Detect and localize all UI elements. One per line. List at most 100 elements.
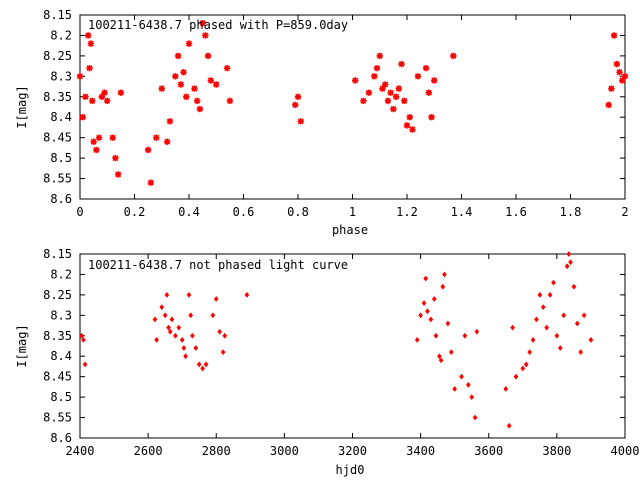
phased-y-axis-label: I[mag] <box>15 85 29 128</box>
data-point <box>431 295 437 302</box>
data-point <box>164 291 170 298</box>
data-point <box>213 295 219 302</box>
y-tick-label: 8.15 <box>43 247 72 261</box>
data-point <box>581 312 587 319</box>
data-point <box>169 316 175 323</box>
data-point <box>568 259 573 266</box>
data-point <box>398 60 405 68</box>
x-tick-label: 1 <box>349 205 356 219</box>
data-point <box>547 291 553 298</box>
y-tick-label: 8.45 <box>43 131 72 145</box>
data-point <box>244 291 250 298</box>
data-point <box>352 77 359 84</box>
data-point <box>203 361 209 368</box>
data-point <box>503 385 509 392</box>
data-point <box>384 97 392 105</box>
y-tick-label: 8.35 <box>43 90 72 104</box>
x-tick-label: 1.6 <box>505 205 527 219</box>
unphased-x-axis: 2400 2600 2800 3000 3200 3400 3600 3800 4000 <box>66 254 639 458</box>
data-point <box>574 320 580 327</box>
data-point <box>164 138 171 145</box>
data-point <box>469 394 475 401</box>
data-point <box>196 361 202 368</box>
data-point <box>207 77 214 84</box>
data-point <box>183 353 188 360</box>
data-point <box>621 73 629 80</box>
data-point <box>191 85 198 92</box>
x-tick-label: 2400 <box>66 444 95 458</box>
data-point <box>213 81 220 88</box>
data-point <box>98 93 105 100</box>
data-point <box>520 365 526 372</box>
x-tick-label: 0 <box>76 205 83 219</box>
data-point <box>414 336 420 343</box>
data-point <box>95 134 103 141</box>
data-point <box>220 349 226 356</box>
data-point <box>506 422 512 429</box>
data-point <box>101 89 108 96</box>
y-tick-label: 8.45 <box>43 370 72 384</box>
data-point <box>425 89 432 96</box>
data-point <box>540 304 546 311</box>
unphased-panel: 2400 2600 2800 3000 3200 3400 3600 3800 4000 8.1… <box>15 247 639 477</box>
x-tick-label: 0.4 <box>178 205 200 219</box>
x-tick-label: 3600 <box>474 444 503 458</box>
data-point <box>428 114 435 121</box>
data-point <box>159 304 165 311</box>
unphased-y-axis-label: I[mag] <box>15 324 29 367</box>
data-point <box>428 316 434 323</box>
data-point <box>513 373 519 380</box>
data-point <box>534 316 539 323</box>
data-point <box>561 312 567 319</box>
data-point <box>104 97 111 105</box>
data-point <box>619 77 626 84</box>
data-point <box>523 361 529 368</box>
data-point <box>147 179 155 186</box>
data-point <box>292 101 299 109</box>
y-tick-label: 8.2 <box>50 28 72 42</box>
data-point <box>387 89 394 96</box>
data-point <box>166 118 174 125</box>
y-tick-label: 8.5 <box>50 390 72 404</box>
data-point <box>537 291 543 298</box>
x-tick-label: 0.2 <box>124 205 146 219</box>
data-point <box>177 81 185 88</box>
data-point <box>459 373 464 380</box>
y-tick-label: 8.15 <box>43 8 72 22</box>
data-point <box>360 97 367 105</box>
data-point <box>557 345 563 352</box>
data-point <box>566 250 572 258</box>
y-tick-label: 8.6 <box>50 192 72 206</box>
data-point <box>109 134 116 141</box>
data-point <box>89 97 96 105</box>
data-point <box>403 122 411 129</box>
y-tick-label: 8.2 <box>50 267 72 281</box>
data-point <box>294 93 302 100</box>
data-point <box>193 97 201 105</box>
data-point <box>188 312 194 319</box>
data-point <box>613 60 621 68</box>
unphased-x-axis-label: hjd0 <box>336 463 365 477</box>
x-tick-label: 1.4 <box>451 205 473 219</box>
data-point <box>440 283 446 290</box>
data-point <box>431 77 438 84</box>
x-tick-label: 0.8 <box>287 205 309 219</box>
phased-panel: 0 0.2 0.4 0.6 0.8 1 1.2 1.4 1.6 1.8 2 8.158.28.258… <box>15 8 629 237</box>
phased-data-points <box>76 19 629 186</box>
data-point <box>82 93 89 100</box>
data-point <box>204 52 212 60</box>
data-point <box>392 93 400 100</box>
data-point <box>610 32 618 39</box>
data-point <box>176 324 182 331</box>
data-point <box>421 300 427 307</box>
x-tick-label: 1.2 <box>396 205 418 219</box>
data-point <box>185 40 193 47</box>
data-point <box>588 336 594 343</box>
data-point <box>409 126 416 133</box>
data-point <box>180 69 187 76</box>
unphased-data-points <box>79 250 594 429</box>
data-point <box>76 73 84 80</box>
data-point <box>87 40 95 47</box>
data-point <box>438 357 444 364</box>
